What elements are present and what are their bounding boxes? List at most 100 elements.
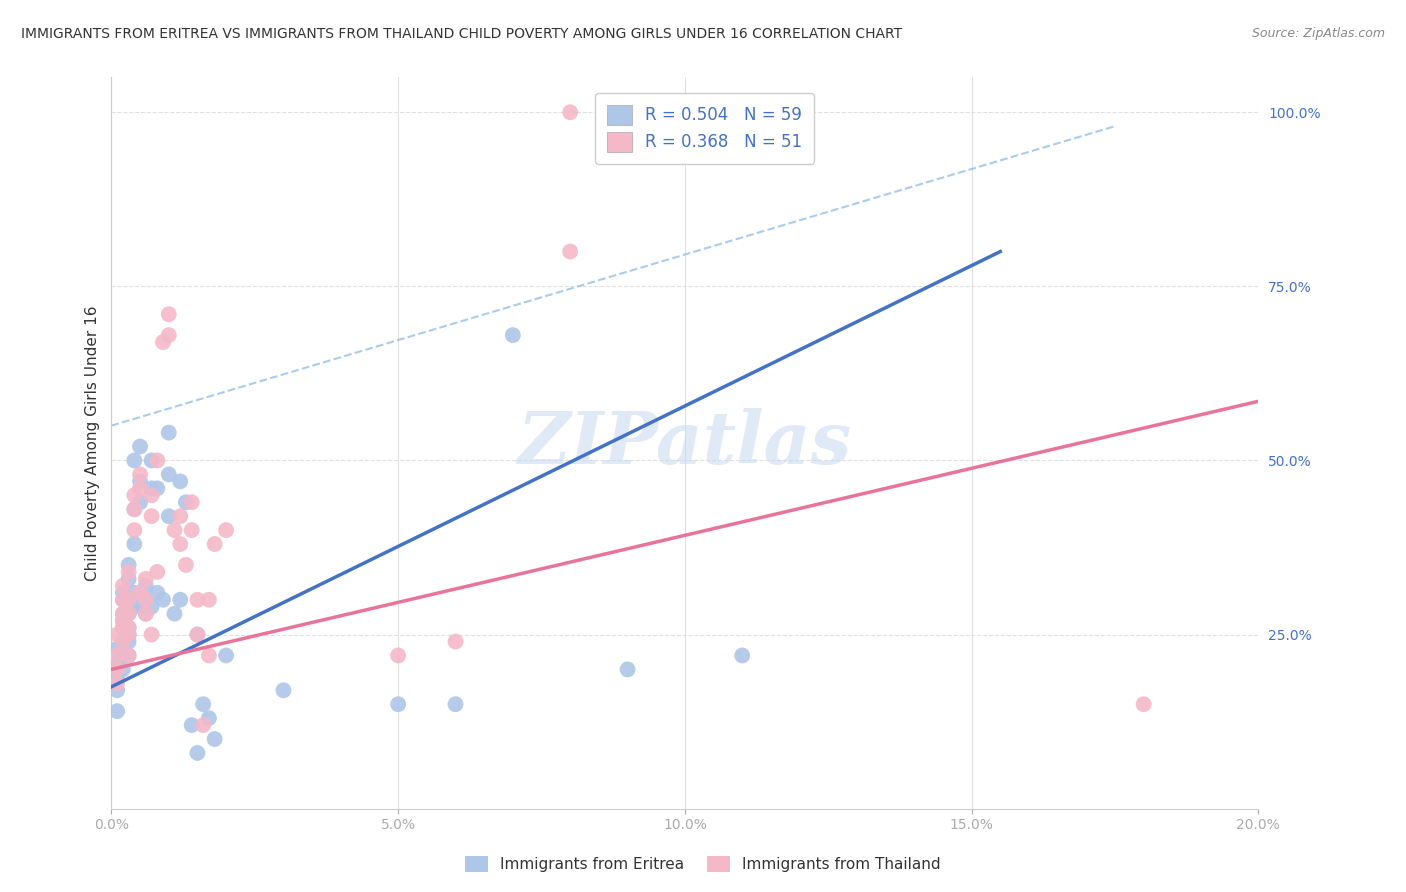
Point — [135, 607, 157, 621]
Point — [169, 475, 191, 489]
Point — [111, 579, 134, 593]
Point — [204, 537, 226, 551]
Point — [111, 621, 134, 635]
Point — [105, 683, 128, 698]
Point — [141, 488, 163, 502]
Point — [111, 607, 134, 621]
Point — [124, 599, 146, 614]
Point — [616, 662, 638, 676]
Point — [169, 509, 191, 524]
Point — [152, 334, 174, 349]
Point — [124, 502, 146, 516]
Point — [105, 656, 128, 670]
Point — [117, 634, 139, 648]
Point — [502, 328, 524, 343]
Point — [198, 592, 221, 607]
Point — [105, 641, 128, 656]
Point — [186, 746, 208, 760]
Point — [117, 599, 139, 614]
Point — [111, 614, 134, 628]
Point — [117, 592, 139, 607]
Point — [157, 425, 180, 440]
Point — [124, 586, 146, 600]
Point — [129, 481, 152, 495]
Point — [141, 509, 163, 524]
Point — [169, 537, 191, 551]
Point — [111, 621, 134, 635]
Point — [117, 572, 139, 586]
Text: Source: ZipAtlas.com: Source: ZipAtlas.com — [1251, 27, 1385, 40]
Point — [135, 579, 157, 593]
Point — [129, 440, 152, 454]
Y-axis label: Child Poverty Among Girls Under 16: Child Poverty Among Girls Under 16 — [86, 305, 100, 581]
Point — [111, 586, 134, 600]
Point — [444, 697, 467, 711]
Point — [387, 697, 409, 711]
Point — [135, 592, 157, 607]
Point — [731, 648, 754, 663]
Point — [117, 627, 139, 641]
Point — [186, 592, 208, 607]
Point — [124, 502, 146, 516]
Point — [129, 475, 152, 489]
Legend: Immigrants from Eritrea, Immigrants from Thailand: Immigrants from Eritrea, Immigrants from… — [457, 848, 949, 880]
Point — [169, 592, 191, 607]
Point — [157, 307, 180, 321]
Point — [180, 523, 202, 537]
Point — [186, 627, 208, 641]
Point — [117, 648, 139, 663]
Point — [111, 614, 134, 628]
Point — [141, 599, 163, 614]
Point — [191, 697, 214, 711]
Point — [1132, 697, 1154, 711]
Point — [141, 627, 163, 641]
Point — [146, 453, 169, 467]
Point — [560, 244, 582, 259]
Point — [387, 648, 409, 663]
Point — [180, 495, 202, 509]
Point — [105, 662, 128, 676]
Point — [111, 592, 134, 607]
Point — [117, 627, 139, 641]
Point — [163, 607, 186, 621]
Point — [198, 648, 221, 663]
Point — [273, 683, 295, 698]
Point — [174, 495, 197, 509]
Point — [129, 586, 152, 600]
Point — [105, 627, 128, 641]
Point — [111, 634, 134, 648]
Point — [215, 648, 238, 663]
Legend: R = 0.504   N = 59, R = 0.368   N = 51: R = 0.504 N = 59, R = 0.368 N = 51 — [595, 93, 814, 164]
Point — [105, 648, 128, 663]
Point — [117, 621, 139, 635]
Text: ZIPatlas: ZIPatlas — [517, 408, 852, 479]
Point — [105, 669, 128, 683]
Point — [560, 105, 582, 120]
Point — [124, 537, 146, 551]
Point — [215, 523, 238, 537]
Point — [111, 607, 134, 621]
Point — [174, 558, 197, 572]
Point — [157, 509, 180, 524]
Point — [186, 627, 208, 641]
Point — [117, 565, 139, 579]
Point — [124, 453, 146, 467]
Point — [117, 558, 139, 572]
Point — [444, 634, 467, 648]
Point — [135, 592, 157, 607]
Point — [129, 495, 152, 509]
Point — [198, 711, 221, 725]
Point — [117, 621, 139, 635]
Point — [105, 704, 128, 718]
Point — [111, 592, 134, 607]
Point — [135, 607, 157, 621]
Point — [105, 676, 128, 690]
Point — [180, 718, 202, 732]
Point — [111, 634, 134, 648]
Point — [141, 453, 163, 467]
Point — [124, 488, 146, 502]
Point — [111, 662, 134, 676]
Point — [111, 648, 134, 663]
Point — [124, 523, 146, 537]
Point — [146, 481, 169, 495]
